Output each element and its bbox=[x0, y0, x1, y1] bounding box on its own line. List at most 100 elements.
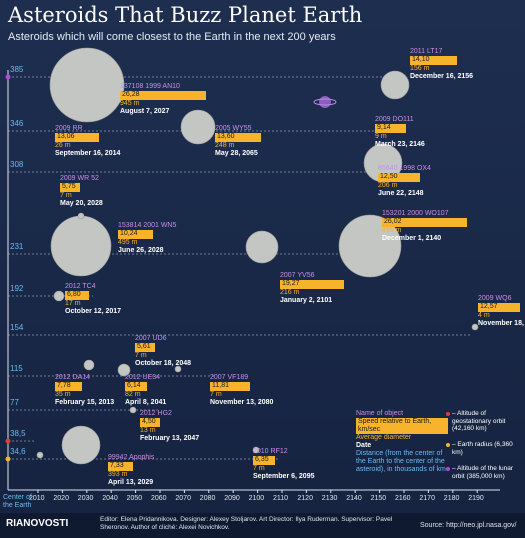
asteroid-diameter: 7 m bbox=[60, 191, 72, 199]
asteroid-circle bbox=[252, 446, 260, 454]
asteroid-speed: 4,50 bbox=[140, 418, 160, 427]
asteroid-date: September 16, 2014 bbox=[55, 149, 121, 157]
asteroid-speed: 5,61 bbox=[135, 343, 155, 352]
asteroid-name: 153814 2001 WN5 bbox=[118, 222, 177, 229]
asteroid-date: March 23, 2146 bbox=[375, 140, 425, 148]
legend-lunar: – Altitude of the lunar orbit (385,000 k… bbox=[446, 465, 524, 480]
asteroid-card: 2007 VF189 11,81 7 m November 13, 2080 bbox=[210, 374, 273, 407]
year-tick-label: 2090 bbox=[224, 495, 240, 502]
asteroid-circle bbox=[61, 425, 101, 465]
year-tick-label: 2150 bbox=[370, 495, 387, 502]
asteroid-date: May 20, 2028 bbox=[60, 199, 103, 207]
legend-geo: – Altitude of geostationary orbit (42,16… bbox=[446, 410, 524, 433]
asteroid-name: 2009 WQ6 bbox=[478, 295, 512, 302]
asteroid-card: 153814 2001 WN5 10,24 495 m June 26, 2028 bbox=[118, 222, 176, 255]
asteroid-circle bbox=[471, 323, 479, 331]
legend-name: Name of object bbox=[356, 410, 404, 417]
asteroid-diameter: 35 m bbox=[55, 390, 71, 398]
asteroid-speed: 7,78 bbox=[55, 382, 82, 391]
asteroid-diameter: 216 m bbox=[280, 288, 300, 296]
asteroid-circle bbox=[53, 290, 65, 302]
asteroid-name: 2012 DA14 bbox=[55, 374, 91, 381]
asteroid-name: 99942 Apophis bbox=[108, 454, 155, 461]
asteroid-card: 153201 2000 WO107 26,02 495 m December 1, 2… bbox=[382, 210, 468, 243]
asteroid-speed: 5,75 bbox=[60, 183, 81, 192]
asteroid-circle bbox=[83, 359, 95, 371]
asteroid-date: April 13, 2029 bbox=[108, 478, 154, 486]
asteroid-name: 2010 RF12 bbox=[253, 448, 288, 455]
year-tick-label: 2130 bbox=[321, 495, 338, 502]
asteroid-circle bbox=[380, 70, 410, 100]
asteroid-date: May 28, 2065 bbox=[215, 149, 258, 157]
asteroid-card: 137108 1999 AN10 26,28 945 m August 7, 2027 bbox=[120, 83, 207, 116]
asteroid-diameter: 156 m bbox=[410, 64, 430, 72]
asteroid-name: 2012 HG2 bbox=[140, 410, 172, 417]
asteroid-card: 2007 YV56 19,27 216 m January 2, 2101 bbox=[280, 272, 344, 305]
year-tick-label: 2120 bbox=[297, 495, 313, 502]
asteroid-date: August 7, 2027 bbox=[120, 107, 170, 115]
asteroid-diameter: 495 m bbox=[382, 226, 402, 234]
asteroid-date: October 12, 2017 bbox=[65, 307, 122, 315]
asteroid-card: 2009 WR 52 5,75 7 m May 20, 2028 bbox=[60, 175, 103, 208]
asteroid-card: 2005 WY55 13,60 248 m May 28, 2065 bbox=[215, 125, 261, 158]
asteroid-card: 85640 1998 OX4 12,50 206 m June 22, 2148 bbox=[378, 165, 431, 198]
asteroid-speed: 6,35 bbox=[253, 456, 276, 465]
asteroid-diameter: 7 m bbox=[135, 351, 147, 359]
distance-label: 385 bbox=[10, 65, 24, 74]
distance-label: 115 bbox=[10, 364, 23, 373]
red-dot-icon bbox=[446, 412, 450, 416]
source-link[interactable]: Source: http://neo.jpl.nasa.gov/ bbox=[420, 522, 517, 529]
year-tick-label: 2160 bbox=[395, 495, 411, 502]
page-subtitle: Asteroids which will come closest to the… bbox=[8, 31, 336, 43]
asteroid-speed: 9,14 bbox=[375, 124, 407, 133]
asteroid-name: 2005 WY55 bbox=[215, 125, 252, 132]
asteroid-circle bbox=[77, 212, 85, 220]
asteroid-date: February 15, 2013 bbox=[55, 398, 115, 406]
year-tick-label: 2170 bbox=[419, 495, 435, 502]
asteroid-speed: 6,14 bbox=[125, 382, 147, 391]
asteroid-name: 137108 1999 AN10 bbox=[120, 83, 180, 90]
asteroid-speed: 19,27 bbox=[280, 280, 344, 289]
lunar-orbit-dot bbox=[5, 74, 11, 80]
year-tick-label: 2020 bbox=[53, 495, 69, 502]
legend-earth-text: – Earth radius (6,360 km) bbox=[452, 441, 513, 456]
asteroid-date: January 2, 2101 bbox=[280, 296, 333, 304]
distance-label: 346 bbox=[10, 119, 24, 128]
asteroid-diameter: 4 m bbox=[478, 311, 490, 319]
asteroid-circle bbox=[174, 365, 182, 373]
year-tick-label: 2140 bbox=[346, 495, 362, 502]
year-tick-label: 2070 bbox=[175, 495, 191, 502]
earth-radius-dot bbox=[5, 456, 11, 462]
asteroid-circle bbox=[117, 363, 131, 377]
asteroid-date: June 26, 2028 bbox=[118, 246, 164, 254]
asteroid-speed: 26,28 bbox=[120, 91, 207, 100]
credits: Editor: Elena Pridannikova. Designer: Al… bbox=[100, 516, 393, 531]
footer bbox=[0, 513, 525, 538]
legend: Name of object Speed relative to Earth, … bbox=[356, 410, 448, 474]
asteroid-diameter: 7 m bbox=[210, 390, 222, 398]
asteroid-diameter: 7 m bbox=[253, 464, 265, 472]
year-tick-label: 2010 bbox=[29, 495, 45, 502]
asteroid-name: 2009 RR bbox=[55, 125, 83, 132]
asteroid-circle bbox=[49, 47, 125, 123]
asteroid-diameter: 9 m bbox=[375, 132, 387, 140]
distance-label: 192 bbox=[10, 284, 24, 293]
asteroid-card: 2007 UD6 5,61 7 m October 18, 2048 bbox=[135, 335, 191, 368]
asteroid-speed: 6,80 bbox=[65, 291, 89, 300]
distance-label: 38,5 bbox=[10, 429, 26, 438]
planet-icon bbox=[319, 96, 331, 108]
asteroid-name: 2007 YV56 bbox=[280, 272, 315, 279]
asteroid-card: 2012 DA14 7,78 35 m February 15, 2013 bbox=[55, 374, 114, 407]
center-of-earth-label: Center of the Earth bbox=[3, 494, 32, 509]
asteroid-circle bbox=[129, 406, 137, 414]
asteroid-circle bbox=[338, 214, 402, 278]
asteroid-circle bbox=[36, 451, 44, 459]
legend-date: Date bbox=[356, 442, 372, 449]
asteroid-date: November 18, 2189 bbox=[478, 319, 525, 327]
distance-label: 231 bbox=[10, 242, 24, 251]
asteroid-diameter: 26 m bbox=[55, 141, 71, 149]
asteroid-name: 2012 TC4 bbox=[65, 283, 96, 290]
asteroid-speed: 13,60 bbox=[215, 133, 261, 142]
